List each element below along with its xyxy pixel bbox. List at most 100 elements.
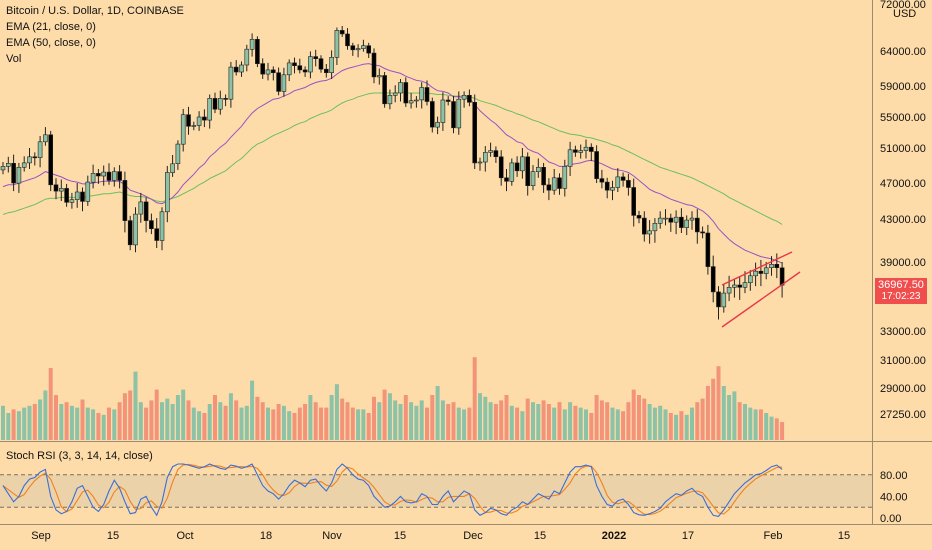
candle-body [127,220,133,246]
volume-bar [440,400,445,440]
candle-body [361,45,366,49]
volume-bar [743,404,747,440]
candle-body [451,101,456,129]
volume-bar [207,404,212,440]
candle-body [286,62,292,76]
volume-bar [568,402,573,440]
volume-bar [154,389,159,440]
candle-body [747,275,753,283]
volume-bar [366,413,371,440]
candle-body [429,101,435,128]
candle-body [69,199,75,203]
volume-bar [705,386,710,440]
candle-body [302,69,308,73]
volume-bar [292,413,297,440]
pane-separator [0,441,932,442]
volume-bar [684,414,689,440]
time-axis-label: Sep [31,530,51,542]
wedge-lower-line [721,271,801,328]
candle-body [334,30,340,58]
candle-body [758,270,764,274]
volume-bar [652,407,657,440]
volume-bar [504,395,509,440]
candle-body [541,167,546,186]
volume-bar [419,400,424,440]
candle-body [641,217,647,235]
volume-bar [160,402,164,440]
volume-bar [536,404,541,440]
candle-body [679,216,684,228]
candle-body [371,52,377,78]
candle-body [514,162,520,172]
volume-bar [22,407,27,440]
candle-body [159,211,165,241]
volume-bar [456,407,461,440]
candle-body [207,98,212,121]
volume-bar [753,409,758,440]
ema50-line [2,91,783,225]
volume-bar [584,409,588,440]
candle-body [48,134,54,186]
volume-bar [75,407,80,440]
volume-bar [213,395,217,440]
candle-body [212,98,218,110]
volume-bar [647,404,652,440]
volume-bar [716,366,721,440]
candle-body [376,75,382,78]
candle-body [398,82,403,94]
price-axis-label: 72000.00 [880,0,926,11]
volume-bar [546,404,551,440]
price-axis-label: 33000.00 [880,326,926,338]
volume-bar [493,404,498,440]
volume-bar [578,407,583,440]
candle-body [689,217,695,221]
volume-bar [144,407,149,440]
candle-body [117,171,122,181]
volume-bar [446,404,451,440]
candle-body [546,184,552,191]
volume-bar [96,413,101,440]
time-axis-label: 15 [838,530,850,542]
candle-body [90,173,96,183]
volume-bar [319,407,323,440]
candle-body [27,156,32,164]
price-axis-label: 47000.00 [880,178,926,190]
candle-body [265,69,271,75]
volume-bar [255,396,260,440]
time-axis-label: 2022 [602,530,626,542]
volume-bar [631,389,636,440]
volume-bar [769,416,774,440]
volume-bar [690,407,694,440]
volume-bar [774,418,779,440]
volume-bar [737,402,742,440]
candle-body [175,143,181,165]
candle-body [551,177,557,191]
candle-body [255,38,260,64]
volume-bar [54,395,58,440]
volume-bar [525,398,530,440]
candle-body [652,223,658,232]
volume-bar [393,400,398,440]
last-price-value: 36967.50 [878,279,924,291]
candle-body [196,116,202,126]
candle-body [488,150,493,153]
candle-body [292,62,297,67]
wedge-upper-line [721,251,793,286]
candle-body [673,216,679,223]
volume-bar [382,389,387,440]
candle-body [339,30,345,35]
volume-bar [281,405,286,440]
volume-bar [403,395,408,440]
volume-bar [605,402,610,440]
candle-body [382,75,387,105]
candle-body [769,263,774,268]
volume-bar [626,402,631,440]
candle-body [578,150,584,153]
candle-body [16,167,22,184]
volume-bar [721,386,726,440]
time-axis-label: Dec [463,530,483,542]
price-axis-label: 64000.00 [880,46,926,58]
candle-body [64,188,69,203]
volume-bar [430,395,435,440]
